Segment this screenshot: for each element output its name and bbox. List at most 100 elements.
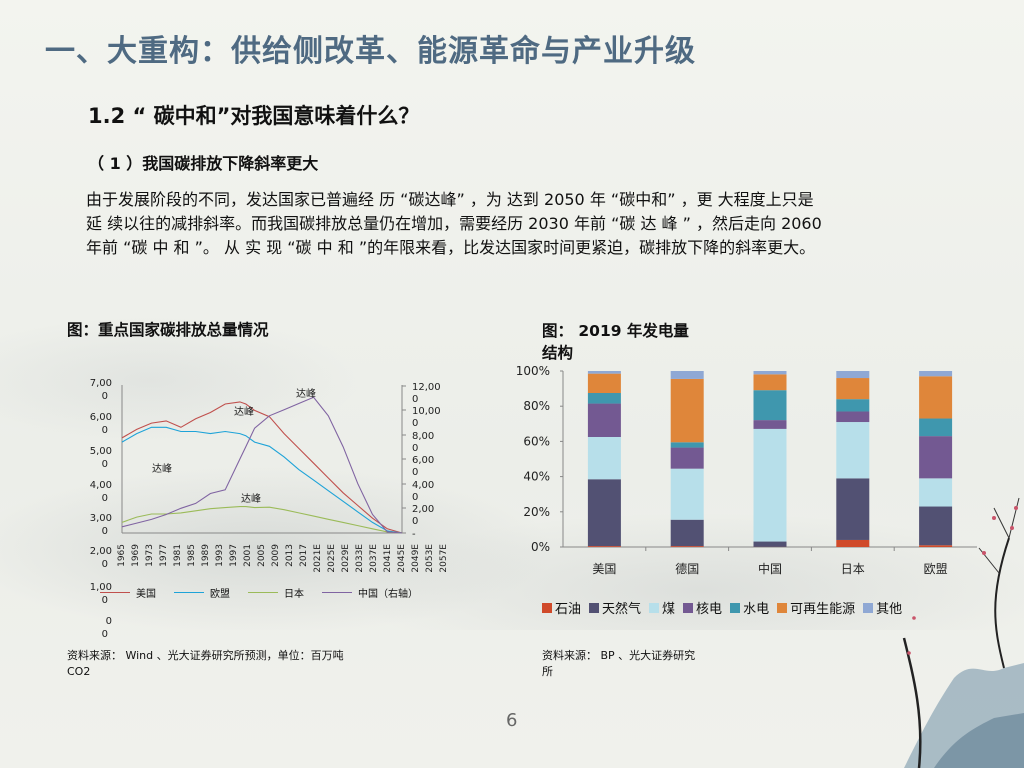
line-chart-axes [121,385,406,534]
line-chart-series [121,396,403,534]
svg-text:2037E: 2037E [369,544,379,573]
svg-text:2049E: 2049E [411,544,421,573]
svg-text:-: - [412,529,416,540]
svg-text:2025E: 2025E [327,544,337,573]
paragraph-line: 年前 “碳 中 和 ”。 从 实 现 “碳 中 和 ”的年限来看，比发达国家时间… [86,238,816,257]
svg-text:8,00: 8,00 [412,431,434,442]
svg-text:1969: 1969 [131,544,141,567]
svg-text:1973: 1973 [145,544,155,567]
legend-item: 其他 [863,598,902,617]
legend-item-us: 美国 [100,585,156,600]
svg-text:1985: 1985 [187,544,197,567]
svg-text:12,00: 12,00 [412,382,441,393]
svg-text:20%: 20% [523,505,550,519]
svg-text:2001: 2001 [243,544,253,567]
svg-text:6,00: 6,00 [412,455,434,466]
svg-text:2013: 2013 [285,544,295,567]
svg-text:4,00: 4,00 [90,480,112,491]
svg-text:2033E: 2033E [355,544,365,573]
svg-text:0: 0 [412,418,418,429]
svg-text:1,00: 1,00 [90,582,112,593]
svg-text:2,00: 2,00 [90,546,112,557]
svg-text:0: 0 [102,526,108,537]
svg-text:0: 0 [106,616,112,627]
svg-text:5,00: 5,00 [90,446,112,457]
legend-item: 可再生能源 [777,598,855,617]
legend-item: 核电 [683,598,722,617]
svg-text:3,00: 3,00 [90,513,112,524]
svg-text:2,00: 2,00 [412,504,434,515]
svg-text:2005: 2005 [257,544,267,567]
emission-line-chart: 7,0006,0005,0004,0003,0002,0001,0000012,… [90,378,449,640]
svg-text:10,00: 10,00 [412,406,441,417]
bar-chart-legend: 石油 天然气煤核电 水电 可再生能源 其他 [542,598,902,617]
legend-item-japan: 日本 [248,585,304,600]
svg-text:达峰: 达峰 [152,463,172,475]
svg-text:达峰: 达峰 [241,493,261,505]
right-chart-source: 资料来源： BP 、光大证券研究 所 [542,649,696,678]
svg-text:0: 0 [412,467,418,478]
svg-text:欧盟: 欧盟 [924,562,948,576]
svg-text:2045E: 2045E [397,544,407,573]
page-number: 6 [506,710,518,731]
svg-text:2017: 2017 [299,544,309,567]
svg-text:0%: 0% [531,540,550,554]
bar-chart-title: 图： 2019 年发电量 结构 [542,322,689,362]
svg-text:0: 0 [102,425,108,436]
svg-text:60%: 60% [523,434,550,448]
svg-text:40%: 40% [523,470,550,484]
svg-text:0: 0 [412,394,418,405]
line-chart-title: 图：重点国家碳排放总量情况 [67,321,269,339]
svg-text:达峰: 达峰 [296,388,316,400]
svg-text:1997: 1997 [229,544,239,567]
svg-text:0: 0 [102,493,108,504]
paragraph-line: 由于发展阶段的不同，发达国家已普遍经 历 “碳达峰” ，为 达到 2050 年 … [86,190,814,209]
svg-text:0: 0 [102,595,108,606]
svg-text:0: 0 [412,492,418,503]
svg-text:80%: 80% [523,399,550,413]
svg-text:1981: 1981 [173,544,183,567]
svg-text:0: 0 [412,516,418,527]
power-generation-bar-chart: 0% 20% 40% 60% 80% 100% 美国 德国 中国 日本 欧盟 [516,364,977,576]
svg-text:6,00: 6,00 [90,412,112,423]
svg-text:2009: 2009 [271,544,281,567]
svg-text:中国: 中国 [758,561,782,576]
bar-chart-bars [587,371,953,547]
svg-text:2021E: 2021E [313,544,323,573]
svg-text:7,00: 7,00 [90,378,112,389]
svg-text:1989: 1989 [201,544,211,567]
svg-text:0: 0 [102,629,108,640]
svg-text:达峰: 达峰 [234,406,254,418]
svg-text:1977: 1977 [159,544,169,567]
svg-text:美国: 美国 [592,562,616,576]
svg-text:2041E: 2041E [383,544,393,573]
left-chart-source: 资料来源： Wind 、光大证券研究所预测，单位：百万吨 CO2 [67,649,344,678]
section-heading: （ 1 ）我国碳排放下降斜率更大 [88,154,319,173]
svg-text:0: 0 [412,443,418,454]
svg-text:2053E: 2053E [425,544,435,573]
svg-text:0: 0 [102,391,108,402]
legend-item: 水电 [730,598,769,617]
slide-subtitle: 1.2 “ 碳中和”对我国意味着什么？ [88,104,420,128]
slide-title: 一、大重构：供给侧改革、能源革命与产业升级 [45,34,696,69]
svg-text:1965: 1965 [117,544,127,567]
svg-text:2057E: 2057E [439,544,449,573]
line-chart-legend: 美国 欧盟 日本 中国（右轴） [100,585,418,600]
legend-item: 煤 [649,598,675,617]
svg-text:1993: 1993 [215,544,225,567]
ink-tree-decoration-icon [902,497,1024,768]
line-chart-labels: 7,0006,0005,0004,0003,0002,0001,0000012,… [90,378,449,640]
legend-item-eu: 欧盟 [174,585,230,600]
svg-text:日本: 日本 [841,562,865,576]
paragraph-line: 延 续以往的减排斜率。而我国碳排放总量仍在增加，需要经历 2030 年前 “碳 … [86,214,822,233]
svg-text:0: 0 [102,559,108,570]
legend-item: 天然气 [589,598,641,617]
svg-text:0: 0 [102,459,108,470]
legend-item: 石油 [542,598,581,617]
body-paragraph: 由于发展阶段的不同，发达国家已普遍经 历 “碳达峰” ，为 达到 2050 年 … [86,188,986,260]
legend-item-china: 中国（右轴） [322,585,418,600]
svg-text:4,00: 4,00 [412,480,434,491]
svg-text:2029E: 2029E [341,544,351,573]
svg-text:德国: 德国 [675,561,699,576]
svg-text:100%: 100% [516,364,550,378]
